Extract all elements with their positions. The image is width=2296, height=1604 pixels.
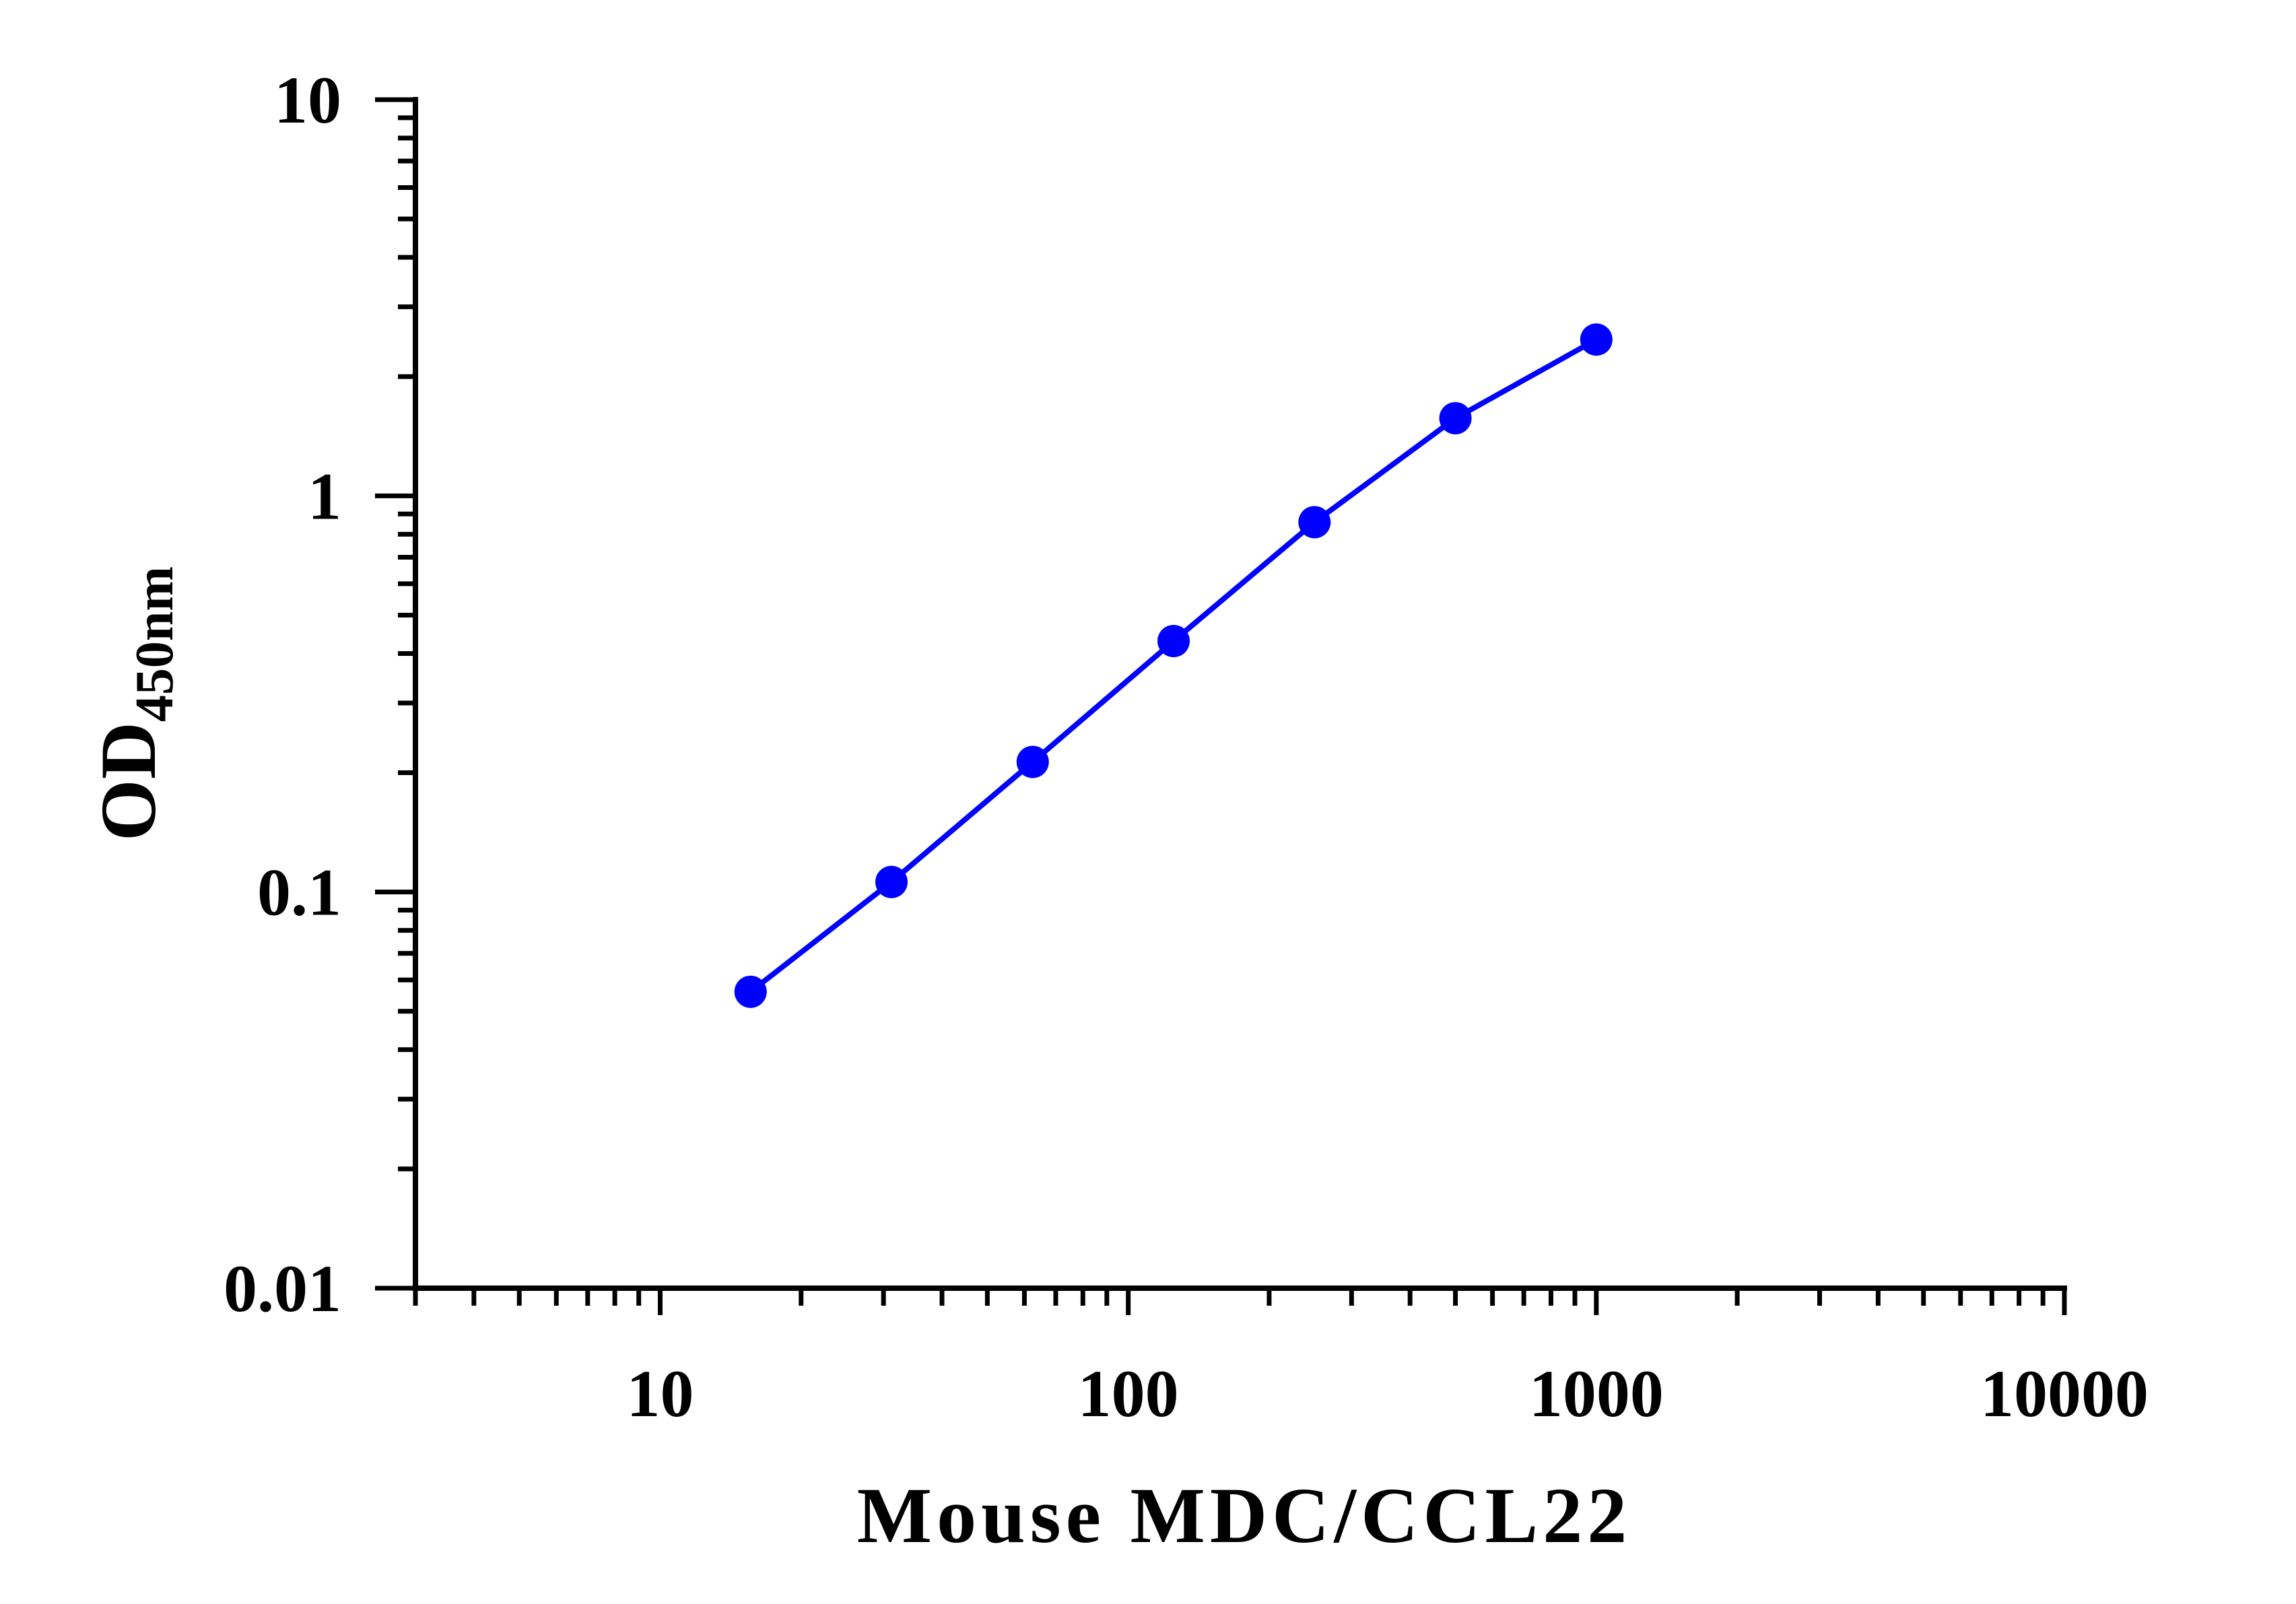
- y-tick-label: 0.1: [257, 855, 341, 930]
- y-tick-label: 0.01: [224, 1251, 341, 1326]
- tick-labels: 10 100 1000 10000 0.01 0.1 1 10: [224, 63, 2149, 1431]
- data-point: [1439, 402, 1472, 435]
- y-axis-title-main: OD: [84, 722, 172, 841]
- y-axis-title: OD450nm: [84, 566, 184, 841]
- x-tick-label: 10000: [1980, 1356, 2149, 1431]
- data-point: [1016, 745, 1049, 778]
- x-axis-title: Mouse MDC/CCL22: [857, 1471, 1632, 1560]
- data-point: [734, 975, 767, 1008]
- y-tick-label: 1: [308, 459, 341, 533]
- y-tick-label: 10: [274, 63, 341, 137]
- x-tick-label: 1000: [1529, 1356, 1664, 1431]
- series-line: [749, 337, 1598, 994]
- x-tick-label: 100: [1078, 1356, 1179, 1431]
- data-point: [1157, 624, 1190, 657]
- axes: [375, 97, 2067, 1315]
- data-point: [875, 865, 908, 898]
- data-series: [734, 323, 1613, 1008]
- x-tick-label: 10: [626, 1356, 694, 1431]
- y-axis-title-subscript: 450nm: [125, 566, 184, 722]
- data-point: [1580, 323, 1613, 356]
- data-point: [1298, 506, 1331, 539]
